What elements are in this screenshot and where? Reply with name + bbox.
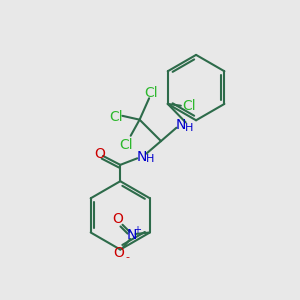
Text: Cl: Cl <box>145 86 158 100</box>
Text: O: O <box>112 212 123 226</box>
Text: H: H <box>185 123 194 133</box>
Text: +: + <box>134 224 141 235</box>
Text: Cl: Cl <box>119 138 133 152</box>
Text: H: H <box>146 154 154 164</box>
Text: Cl: Cl <box>109 110 123 124</box>
Text: N: N <box>176 118 186 132</box>
Text: O: O <box>94 148 105 161</box>
Text: O: O <box>113 246 124 260</box>
Text: Cl: Cl <box>182 99 196 113</box>
Text: N: N <box>136 149 147 164</box>
Text: N: N <box>127 229 137 242</box>
Text: -: - <box>125 252 129 262</box>
